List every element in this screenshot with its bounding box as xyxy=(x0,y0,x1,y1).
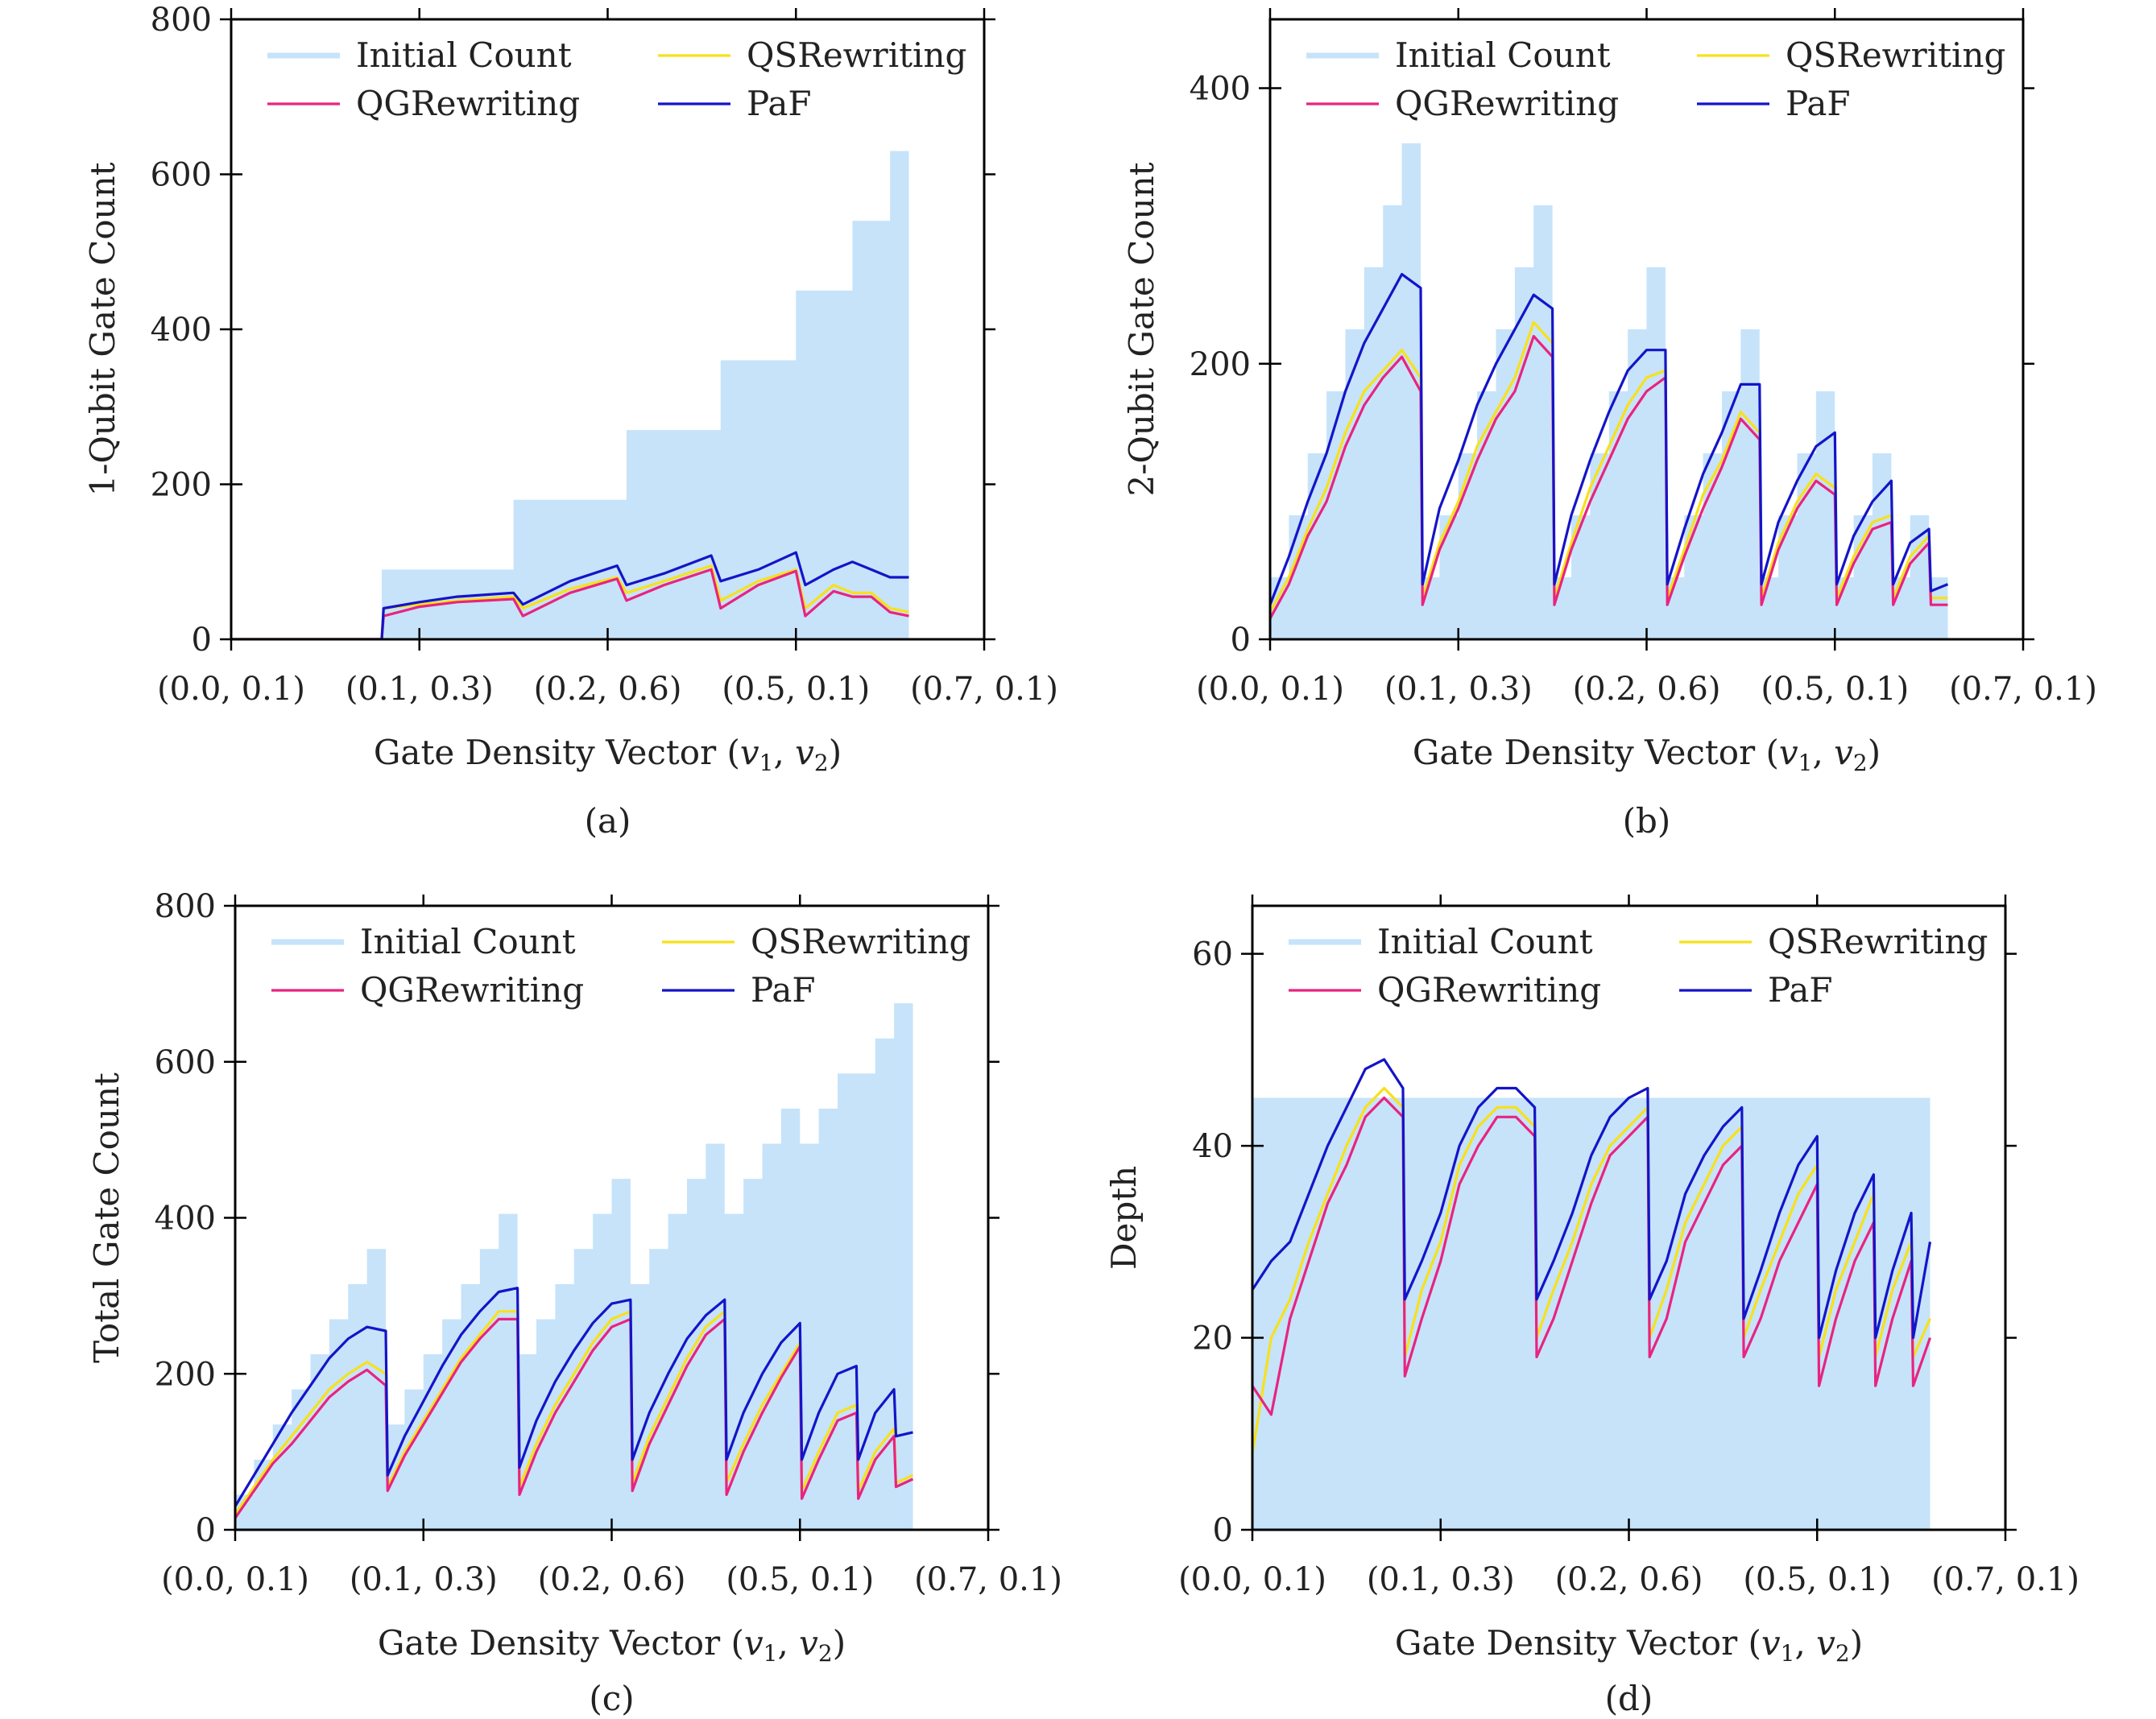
legend-label: Initial Count xyxy=(1377,922,1593,961)
legend: Initial Count QSRewriting QGRewriting PaF xyxy=(267,35,966,123)
initial-count-area xyxy=(231,151,909,639)
y-axis-label: 1-Qubit Gate Count xyxy=(83,162,122,496)
x-tick-label: (0.5, 0.1) xyxy=(726,1561,874,1598)
y-tick-label: 800 xyxy=(151,2,212,39)
plot-area xyxy=(1252,1058,1932,1530)
y-tick-label: 200 xyxy=(151,467,212,504)
legend-label: PaF xyxy=(747,84,812,123)
chart-panel-b: (0.0, 0.1) (0.1, 0.3) (0.2, 0.6) (0.5, 0.1)… xyxy=(1122,8,2097,841)
series-line-paf xyxy=(1270,273,1949,605)
x-tick-label: (0.2, 0.6) xyxy=(1555,1561,1703,1598)
panel-caption: (c) xyxy=(589,1679,634,1718)
x-tick-label: (0.2, 0.6) xyxy=(1573,671,1721,708)
series-line-paf xyxy=(1252,1058,1932,1340)
y-tick-label: 0 xyxy=(1213,1512,1233,1549)
series-line-qgrewriting xyxy=(1270,335,1948,620)
x-tick-label: (0.5, 0.1) xyxy=(722,671,870,708)
series-line-qsrewriting xyxy=(235,1310,914,1515)
legend-label: QSRewriting xyxy=(751,922,970,961)
legend-label: QGRewriting xyxy=(1377,970,1601,1010)
x-tick-label: (0.7, 0.1) xyxy=(1949,671,2097,708)
x-tick-label: (0.2, 0.6) xyxy=(538,1561,686,1598)
x-tick-label: (0.1, 0.3) xyxy=(350,1561,498,1598)
y-tick-label: 0 xyxy=(192,622,212,659)
y-tick-label: 400 xyxy=(155,1200,216,1238)
legend-label: QSRewriting xyxy=(1768,922,1988,961)
series-line-paf xyxy=(235,1287,913,1507)
legend: Initial Count QSRewriting QGRewriting PaF xyxy=(1289,922,1988,1010)
chart-panel-a: (0.0, 0.1) (0.1, 0.3) (0.2, 0.6) (0.5, 0.1)… xyxy=(83,2,1058,841)
y-tick-label: 400 xyxy=(1190,71,1251,108)
legend-label: QGRewriting xyxy=(356,84,580,123)
legend-label: Initial Count xyxy=(360,922,576,961)
initial-count-area xyxy=(235,1003,913,1530)
chart-panel-c: (0.0, 0.1) (0.1, 0.3) (0.2, 0.6) (0.5, 0.1)… xyxy=(87,888,1062,1718)
legend-label: QGRewriting xyxy=(1395,84,1619,123)
plot-area xyxy=(231,151,909,639)
legend-label: QGRewriting xyxy=(360,970,584,1010)
y-axis-label: Depth xyxy=(1104,1166,1144,1270)
x-tick-label: (0.0, 0.1) xyxy=(1196,671,1344,708)
series-line-qsrewriting xyxy=(1270,320,1948,613)
plot-area xyxy=(235,1003,914,1530)
y-tick-label: 600 xyxy=(155,1044,216,1081)
series-line-qsrewriting xyxy=(231,564,909,639)
y-tick-label: 200 xyxy=(155,1356,216,1393)
panel-caption: (d) xyxy=(1605,1679,1653,1718)
chart-panel-d: (0.0, 0.1) (0.1, 0.3) (0.2, 0.6) (0.5, 0.1)… xyxy=(1104,895,2079,1718)
y-axis-label: Total Gate Count xyxy=(87,1072,126,1363)
y-tick-label: 400 xyxy=(151,312,212,349)
legend-label: QSRewriting xyxy=(1786,35,2005,75)
series-line-paf xyxy=(231,551,909,639)
x-tick-label: (0.1, 0.3) xyxy=(1367,1561,1515,1598)
x-tick-label: (0.7, 0.1) xyxy=(1931,1561,2079,1598)
x-tick-label: (0.2, 0.6) xyxy=(534,671,682,708)
series-line-qgrewriting xyxy=(235,1317,914,1519)
panel-caption: (a) xyxy=(585,801,631,841)
x-tick-label: (0.1, 0.3) xyxy=(346,671,494,708)
x-tick-label: (0.7, 0.1) xyxy=(914,1561,1062,1598)
legend: Initial Count QSRewriting QGRewriting PaF xyxy=(1306,35,2005,123)
x-tick-label: (0.1, 0.3) xyxy=(1384,671,1533,708)
legend-label: PaF xyxy=(751,970,816,1010)
series-line-qsrewriting xyxy=(1252,1086,1931,1453)
x-tick-label: (0.7, 0.1) xyxy=(910,671,1058,708)
series-line-qgrewriting xyxy=(231,568,909,639)
x-axis-label: Gate Density Vector (v1, v2) xyxy=(378,1623,846,1667)
legend: Initial Count QSRewriting QGRewriting PaF xyxy=(271,922,970,1010)
y-tick-label: 0 xyxy=(1231,622,1251,659)
legend-label: Initial Count xyxy=(1395,35,1611,75)
y-tick-label: 600 xyxy=(151,157,212,194)
plot-area xyxy=(1270,143,1949,639)
y-tick-label: 200 xyxy=(1190,346,1251,383)
x-tick-label: (0.5, 0.1) xyxy=(1761,671,1909,708)
x-axis-label: Gate Density Vector (v1, v2) xyxy=(374,733,842,776)
x-axis-label: Gate Density Vector (v1, v2) xyxy=(1395,1623,1863,1667)
y-tick-label: 0 xyxy=(196,1512,216,1549)
x-tick-label: (0.0, 0.1) xyxy=(157,671,305,708)
series-line-qgrewriting xyxy=(1252,1096,1932,1416)
x-tick-label: (0.0, 0.1) xyxy=(161,1561,309,1598)
y-tick-label: 40 xyxy=(1192,1128,1233,1165)
initial-count-area xyxy=(1270,143,1948,639)
y-tick-label: 60 xyxy=(1192,936,1233,973)
panel-caption: (b) xyxy=(1623,801,1671,841)
y-axis-label: 2-Qubit Gate Count xyxy=(1122,162,1161,496)
legend-label: PaF xyxy=(1768,970,1833,1010)
legend-label: Initial Count xyxy=(356,35,572,75)
y-tick-label: 800 xyxy=(155,888,216,925)
x-tick-label: (0.0, 0.1) xyxy=(1178,1561,1326,1598)
legend-label: PaF xyxy=(1786,84,1851,123)
initial-count-area xyxy=(1252,1097,1930,1530)
x-axis-label: Gate Density Vector (v1, v2) xyxy=(1413,733,1881,776)
legend-label: QSRewriting xyxy=(747,35,966,75)
y-tick-label: 20 xyxy=(1192,1320,1233,1357)
x-tick-label: (0.5, 0.1) xyxy=(1743,1561,1891,1598)
